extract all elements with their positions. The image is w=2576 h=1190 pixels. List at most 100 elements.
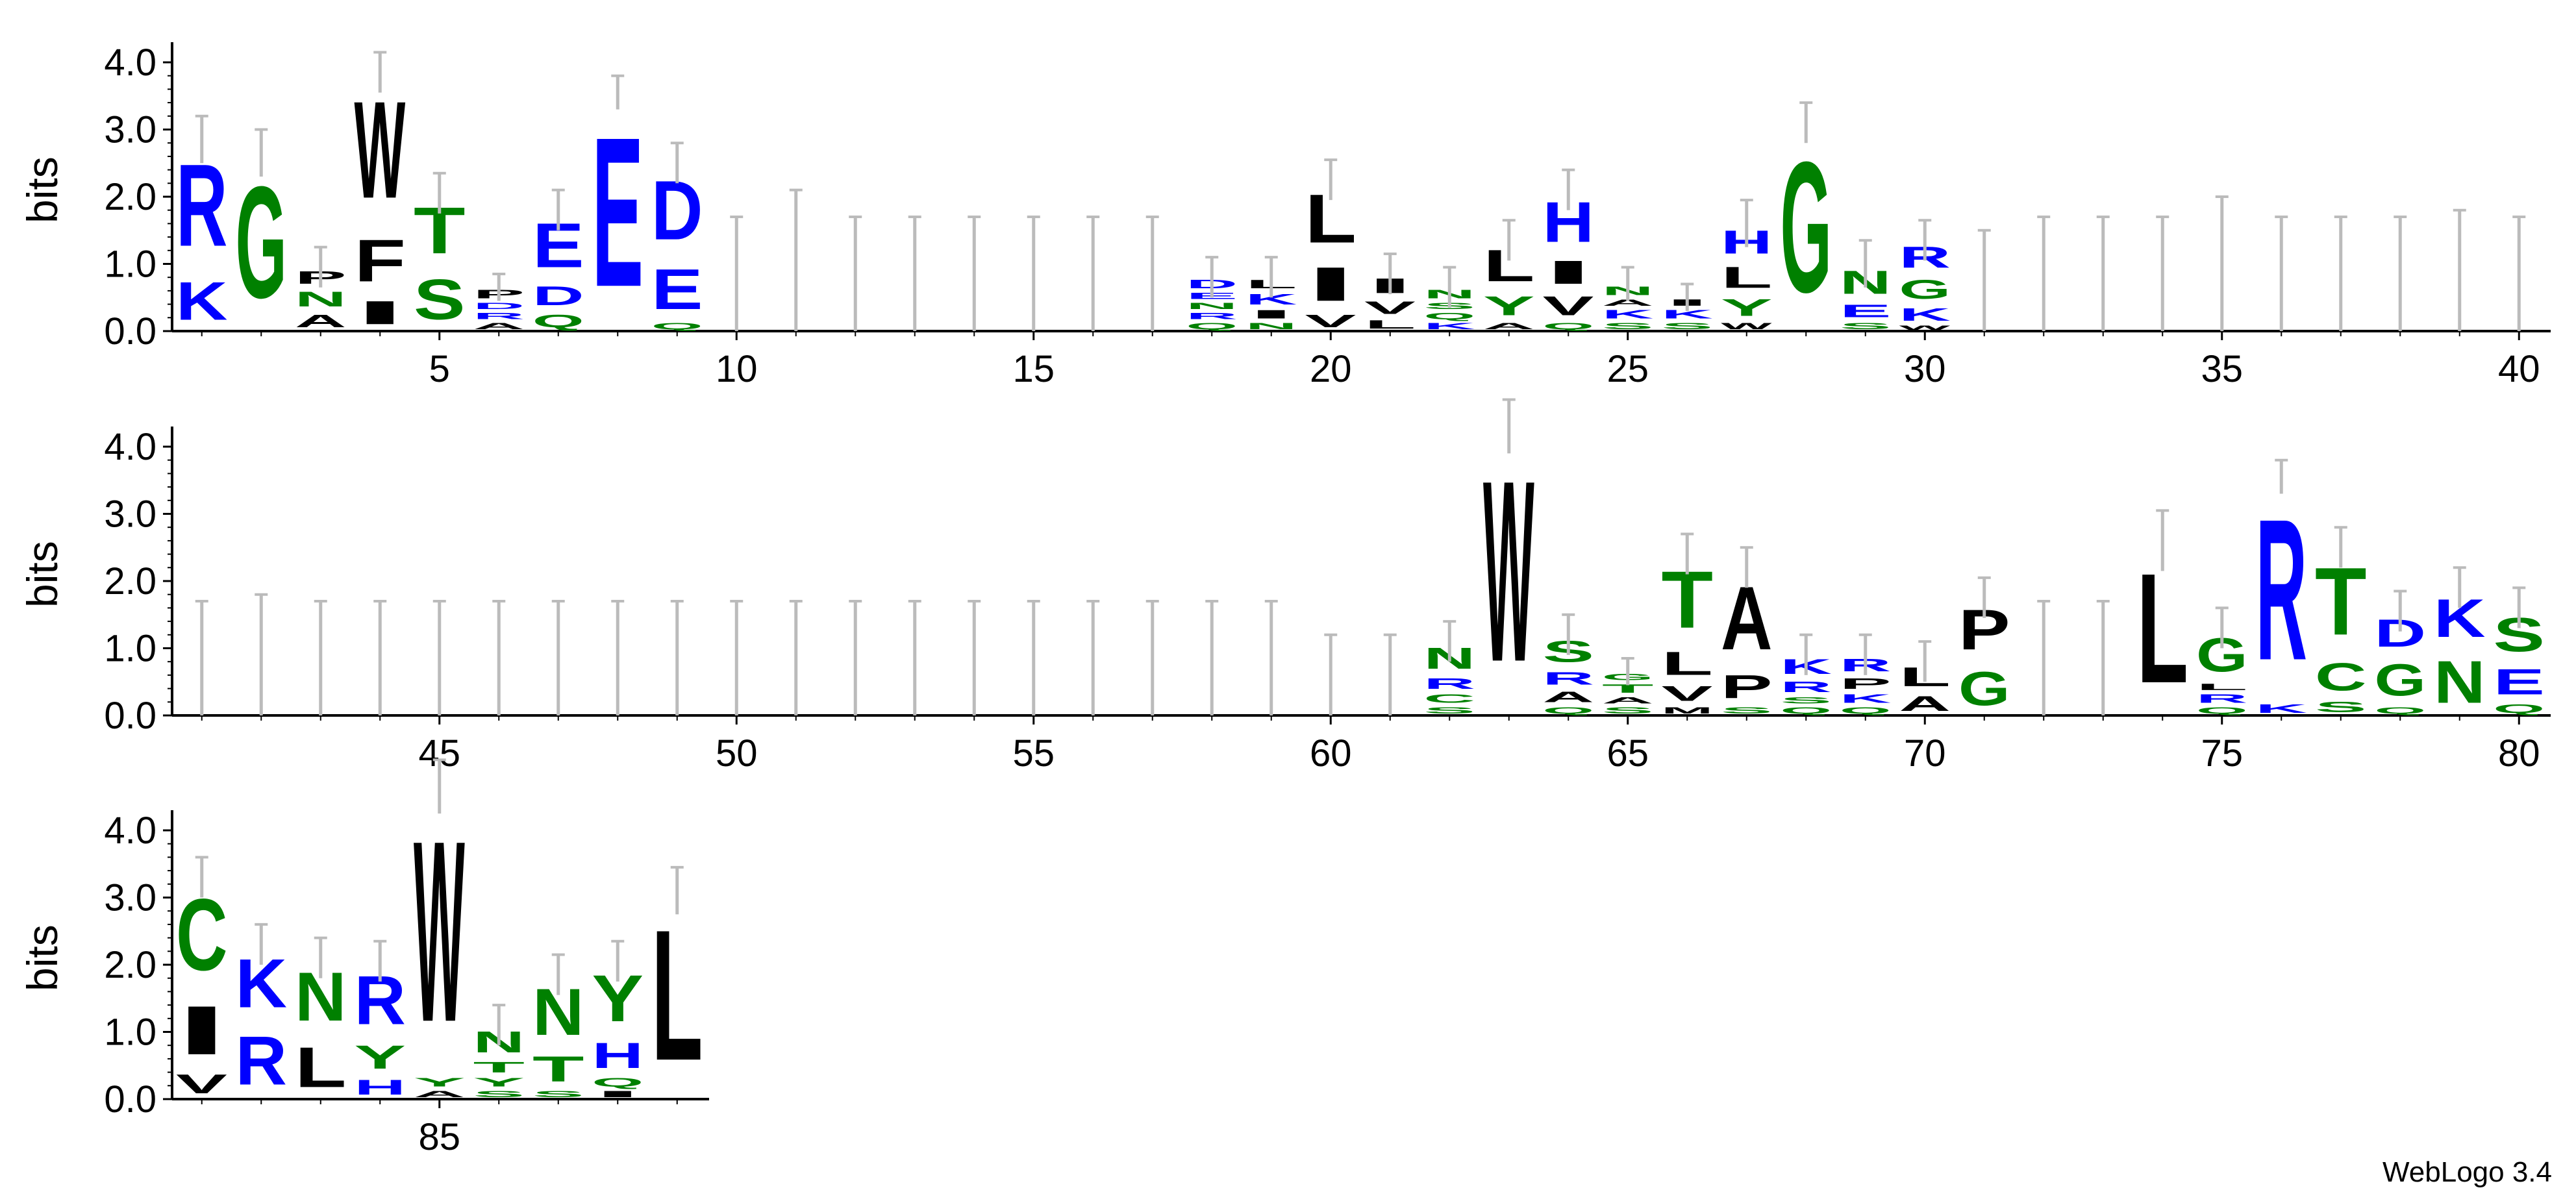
residue-glyph-E: E bbox=[651, 258, 703, 321]
residue-glyph-L: L bbox=[1662, 645, 1714, 682]
residue-glyph-I: I bbox=[355, 294, 406, 331]
residue-glyph-Y: Y bbox=[1483, 291, 1534, 321]
residue-glyph-R: R bbox=[1424, 675, 1475, 692]
residue-glyph-L: L bbox=[651, 891, 703, 1100]
residue-glyph-C: C bbox=[2315, 655, 2366, 699]
residue-glyph-N: N bbox=[2434, 649, 2486, 716]
residue-glyph-W: W bbox=[1899, 325, 1951, 331]
y-tick-label: 2.0 bbox=[104, 560, 156, 602]
residue-glyph-K: K bbox=[1899, 304, 1951, 325]
y-tick-label: 3.0 bbox=[104, 493, 156, 536]
residue-glyph-I: I bbox=[592, 1089, 644, 1099]
y-tick-label: 3.0 bbox=[104, 877, 156, 919]
x-tick-label: 30 bbox=[1904, 348, 1946, 390]
residue-glyph-A: A bbox=[295, 311, 346, 331]
y-tick-label: 4.0 bbox=[104, 42, 156, 84]
residue-glyph-S: S bbox=[1840, 321, 1891, 331]
residue-glyph-Q: Q bbox=[1543, 321, 1595, 331]
residue-glyph-G: G bbox=[1781, 123, 1832, 331]
residue-glyph-A: A bbox=[1483, 321, 1534, 331]
x-tick-label: 15 bbox=[1012, 348, 1055, 390]
residue-glyph-Q: Q bbox=[1840, 706, 1892, 715]
y-tick-label: 4.0 bbox=[104, 810, 156, 852]
residue-glyph-K: K bbox=[1840, 692, 1891, 706]
residue-glyph-S: S bbox=[1781, 695, 1832, 706]
residue-glyph-R: R bbox=[473, 311, 525, 321]
logo-row-3: 0.01.02.03.04.0bits85VICRKLNHYRAYWSYTNST… bbox=[18, 758, 709, 1158]
residue-glyph-I: I bbox=[176, 992, 227, 1069]
residue-glyph-N: N bbox=[295, 288, 346, 311]
residue-glyph-K: K bbox=[2256, 702, 2307, 715]
residue-glyph-V: V bbox=[1662, 682, 1713, 705]
x-tick-label: 40 bbox=[2498, 348, 2540, 390]
residue-glyph-V: V bbox=[1305, 311, 1357, 331]
residue-glyph-R: R bbox=[1186, 311, 1238, 321]
residue-glyph-T: T bbox=[1602, 682, 1653, 695]
residue-glyph-M: M bbox=[1662, 706, 1714, 715]
x-tick-label: 75 bbox=[2201, 732, 2243, 775]
residue-glyph-T: T bbox=[532, 1049, 584, 1089]
residue-glyph-Q: Q bbox=[651, 321, 703, 331]
residue-glyph-W: W bbox=[1721, 321, 1773, 332]
residue-glyph-T: T bbox=[473, 1059, 525, 1076]
residue-glyph-K: K bbox=[1662, 308, 1713, 321]
residue-glyph-H: H bbox=[355, 1076, 406, 1099]
residue-glyph-Y: Y bbox=[355, 1039, 406, 1076]
residue-glyph-W: W bbox=[1483, 426, 1534, 715]
residue-glyph-Q: Q bbox=[532, 311, 584, 331]
x-tick-label: 55 bbox=[1012, 732, 1055, 775]
residue-glyph-R: R bbox=[1781, 678, 1832, 695]
residue-glyph-I: I bbox=[1305, 258, 1357, 312]
residue-glyph-W: W bbox=[355, 73, 406, 227]
residue-glyph-I: I bbox=[1245, 308, 1297, 321]
x-tick-label: 85 bbox=[418, 1116, 460, 1158]
residue-glyph-L: L bbox=[1721, 261, 1773, 295]
residue-glyph-L: L bbox=[295, 1035, 347, 1099]
residue-glyph-D: D bbox=[532, 281, 584, 312]
residue-glyph-Q: Q bbox=[1424, 311, 1476, 321]
residue-glyph-S: S bbox=[2315, 699, 2366, 715]
logo-rows: 0.01.02.03.04.0bits510152025303540KRGANP… bbox=[18, 42, 2551, 1158]
y-tick-label: 2.0 bbox=[104, 944, 156, 986]
residue-glyph-A: A bbox=[473, 321, 525, 331]
residue-glyph-N: N bbox=[1186, 301, 1238, 311]
y-tick-label: 2.0 bbox=[104, 176, 156, 218]
residue-glyph-I: I bbox=[1543, 254, 1595, 291]
y-tick-label: 0.0 bbox=[104, 1078, 156, 1121]
y-tick-label: 1.0 bbox=[104, 628, 156, 670]
x-tick-label: 65 bbox=[1607, 732, 1649, 775]
residue-glyph-Q: Q bbox=[592, 1076, 644, 1089]
x-tick-label: 70 bbox=[1904, 732, 1946, 775]
residue-glyph-Y: Y bbox=[1721, 294, 1773, 321]
x-tick-label: 35 bbox=[2201, 348, 2243, 390]
residue-glyph-F: F bbox=[355, 227, 406, 294]
residue-glyph-P: P bbox=[1840, 675, 1891, 692]
residue-glyph-G: G bbox=[1958, 662, 2010, 715]
y-axis-label: bits bbox=[18, 924, 66, 991]
residue-glyph-E: E bbox=[592, 93, 644, 332]
residue-glyph-S: S bbox=[1424, 705, 1475, 715]
y-tick-label: 4.0 bbox=[104, 426, 156, 468]
x-tick-label: 25 bbox=[1607, 348, 1649, 390]
residue-glyph-G: G bbox=[1899, 274, 1951, 304]
y-axis-label: bits bbox=[18, 541, 66, 608]
residue-glyph-R: R bbox=[2256, 478, 2308, 703]
x-tick-label: 5 bbox=[429, 348, 450, 390]
residue-glyph-R: R bbox=[236, 1022, 287, 1099]
residue-glyph-S: S bbox=[532, 1089, 584, 1099]
y-tick-label: 3.0 bbox=[104, 109, 156, 151]
residue-glyph-A: A bbox=[1602, 297, 1653, 308]
y-tick-label: 1.0 bbox=[104, 243, 156, 286]
residue-glyph-Y: Y bbox=[473, 1076, 525, 1089]
residue-glyph-A: A bbox=[1899, 692, 1951, 715]
residue-glyph-K: K bbox=[1424, 321, 1475, 331]
residue-glyph-V: V bbox=[1364, 298, 1416, 318]
residue-glyph-E: E bbox=[2494, 662, 2545, 702]
y-axis-label: bits bbox=[18, 156, 66, 223]
x-tick-label: 20 bbox=[1310, 348, 1352, 390]
residue-glyph-S: S bbox=[1662, 321, 1713, 331]
residue-glyph-G: G bbox=[2375, 655, 2426, 706]
residue-glyph-C: C bbox=[1424, 692, 1475, 706]
residue-glyph-A: A bbox=[1543, 689, 1594, 706]
